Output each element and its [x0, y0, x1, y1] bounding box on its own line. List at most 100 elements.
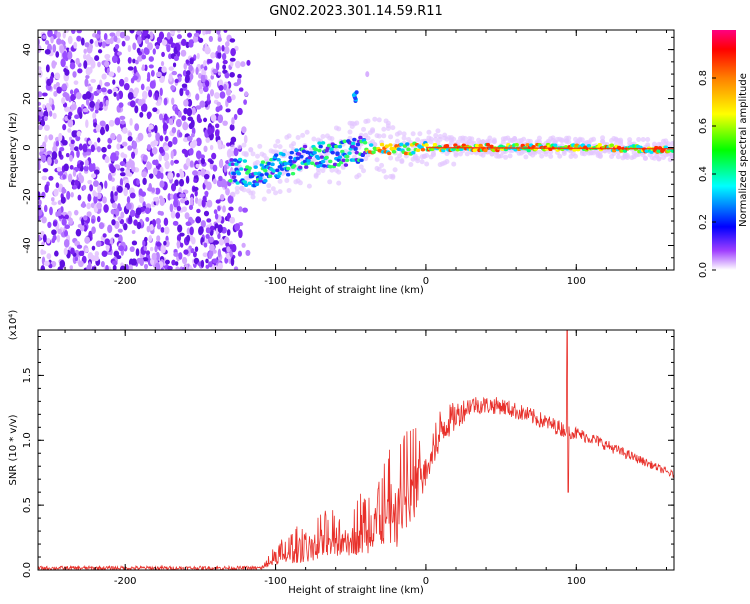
signal-halo-point — [527, 138, 533, 144]
noise-point — [139, 111, 144, 118]
signal-halo-point — [381, 168, 387, 174]
noise-point — [121, 40, 126, 47]
noise-point — [223, 164, 228, 173]
noise-point — [59, 45, 65, 54]
noise-point — [188, 122, 194, 130]
noise-point — [243, 134, 248, 144]
noise-point — [94, 251, 100, 257]
spectrogram-signal-track — [227, 71, 674, 202]
noise-point — [215, 199, 221, 204]
signal-point — [343, 163, 349, 167]
noise-point — [156, 36, 163, 44]
signal-point — [233, 158, 238, 162]
noise-point — [61, 186, 66, 195]
signal-point — [353, 147, 358, 151]
noise-point — [63, 239, 70, 248]
signal-point — [253, 171, 258, 176]
noise-point — [238, 206, 243, 213]
noise-point — [93, 192, 99, 197]
noise-point — [131, 229, 136, 235]
noise-point — [88, 43, 94, 51]
signal-halo-point — [361, 126, 367, 132]
signal-point — [483, 148, 488, 153]
noise-point — [161, 51, 165, 58]
noise-point — [124, 35, 131, 41]
noise-point — [157, 99, 162, 104]
noise-point — [105, 99, 109, 107]
noise-point — [133, 90, 138, 98]
noise-point — [193, 32, 200, 37]
signal-point — [387, 151, 392, 156]
x-tick-label: -100 — [264, 276, 287, 287]
noise-point — [38, 114, 41, 122]
noise-point — [188, 265, 193, 270]
signal-point — [296, 152, 302, 156]
noise-point — [73, 146, 79, 152]
noise-point — [125, 202, 132, 210]
noise-point — [51, 197, 55, 202]
noise-point — [95, 124, 100, 133]
noise-point — [60, 196, 66, 204]
signal-point — [310, 161, 315, 166]
colorbar-label: Normalized spectral amplitude — [738, 73, 749, 227]
noise-point — [60, 58, 66, 68]
noise-point — [195, 66, 199, 75]
noise-point — [53, 90, 58, 97]
noise-point — [131, 165, 136, 172]
noise-point — [110, 132, 116, 141]
signal-halo-point — [365, 135, 371, 141]
signal-halo-point — [257, 143, 263, 149]
noise-point — [212, 164, 218, 172]
signal-point — [396, 147, 402, 152]
noise-point — [85, 151, 91, 156]
noise-point — [160, 60, 165, 67]
noise-point — [94, 101, 100, 111]
signal-point — [317, 141, 322, 145]
noise-point — [169, 203, 174, 213]
signal-point — [611, 148, 617, 153]
noise-point — [181, 256, 188, 265]
signal-point — [276, 174, 281, 179]
signal-halo-point — [304, 129, 310, 135]
noise-point — [147, 132, 152, 138]
noise-point — [67, 128, 72, 133]
noise-point — [155, 132, 161, 142]
signal-halo-point — [507, 153, 513, 159]
noise-point — [38, 199, 42, 206]
signal-point — [288, 155, 293, 160]
noise-point — [61, 83, 67, 91]
noise-point — [40, 265, 46, 270]
signal-point — [236, 171, 242, 176]
noise-point — [174, 106, 179, 115]
signal-point — [328, 159, 333, 164]
signal-point — [424, 143, 429, 147]
x-tick-label: 0 — [423, 276, 429, 287]
spectrogram-y-ticks: -40 -20 0 20 40 — [22, 36, 674, 271]
signal-point — [304, 165, 309, 169]
signal-halo-point — [282, 148, 288, 154]
noise-point — [140, 83, 145, 91]
signal-halo-point — [385, 120, 391, 126]
noise-point — [90, 144, 95, 153]
noise-point — [97, 184, 102, 193]
noise-point — [127, 135, 133, 142]
noise-point — [94, 109, 99, 114]
signal-halo-point — [248, 147, 254, 153]
noise-point — [142, 90, 148, 100]
noise-point — [143, 47, 149, 52]
noise-point — [180, 38, 187, 47]
noise-point — [152, 48, 156, 55]
spectrogram-x-label: Height of straight line (km) — [288, 285, 424, 296]
noise-point — [52, 112, 57, 120]
noise-point — [147, 42, 153, 51]
signal-halo-point — [230, 191, 236, 197]
noise-point — [193, 257, 200, 265]
signal-point — [267, 174, 273, 179]
noise-point — [117, 228, 123, 233]
noise-point — [185, 59, 190, 65]
signal-point — [391, 149, 397, 154]
noise-point — [78, 143, 83, 151]
signal-halo-point — [390, 125, 396, 131]
noise-point — [231, 117, 235, 126]
signal-point — [384, 144, 390, 149]
